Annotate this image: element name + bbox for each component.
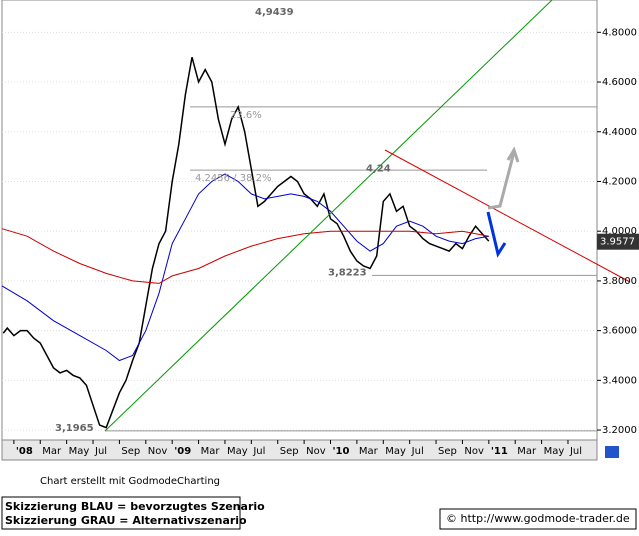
x-tick-label: May: [69, 446, 90, 457]
annotation: 3,1965: [55, 423, 94, 434]
x-tick-label: '09: [174, 446, 191, 457]
icon[interactable]: [605, 446, 619, 458]
x-tick-label: Mar: [517, 446, 537, 457]
note-box: [1, 496, 241, 530]
y-tick-label: 4.4000: [602, 127, 637, 138]
x-tick-label: Sep: [438, 446, 457, 457]
x-tick-label: Nov: [148, 446, 168, 457]
y-tick-label: 3.4000: [602, 375, 637, 386]
x-tick-label: Nov: [306, 446, 326, 457]
gray-arrow: [487, 151, 516, 210]
last-price-label: 3.9577: [600, 237, 635, 248]
x-tick-label: May: [544, 446, 565, 457]
fib-label: 4.2456 / 38.2%: [195, 173, 271, 184]
x-tick-label: '11: [491, 446, 508, 457]
annotation: 4,9439: [255, 7, 294, 18]
price-line: [2, 57, 490, 429]
annotation: 4,24: [366, 164, 391, 175]
y-tick-label: 3.6000: [602, 326, 637, 337]
x-axis-strip: [1, 439, 598, 461]
x-tick-label: '10: [333, 446, 350, 457]
note: Skizzierung BLAU = bevorzugtes Szenario: [5, 500, 265, 513]
x-tick-label: Nov: [464, 446, 484, 457]
blue-arrow: [486, 211, 507, 258]
y-tick-label: 3.2000: [602, 425, 637, 436]
trend-line: [384, 149, 631, 283]
y-tick-label: 4.2000: [602, 176, 637, 187]
x-tick-label: Mar: [42, 446, 62, 457]
x-tick-label: Jul: [569, 446, 582, 457]
y-tick-label: 4.0000: [602, 226, 637, 237]
trend-line: [104, 0, 553, 432]
plot: [1, 31, 597, 432]
x-tick-label: Sep: [121, 446, 140, 457]
x-tick-label: May: [227, 446, 248, 457]
x-tick-label: Jul: [94, 446, 107, 457]
credit: Chart erstellt mit GodmodeCharting: [40, 476, 220, 487]
source-box: [439, 508, 637, 530]
price-line: [1, 173, 489, 362]
gray-arrow-head: [506, 146, 520, 163]
x-tick-label: Jul: [252, 446, 265, 457]
fib-label: 23.6%: [230, 110, 262, 121]
annotation: 3,8223: [328, 267, 367, 278]
x-tick-label: Mar: [359, 446, 379, 457]
x-tick-label: '08: [16, 446, 33, 457]
y-tick-label: 4.8000: [602, 27, 637, 38]
price-line: [1, 228, 489, 284]
x-tick-label: May: [385, 446, 406, 457]
x-tick-label: Jul: [411, 446, 424, 457]
source: © http://www.godmode-trader.de: [446, 512, 630, 525]
x-tick-label: Mar: [201, 446, 221, 457]
note: Skizzierung GRAU = Alternativszenario: [5, 514, 247, 527]
last-price-box: [597, 233, 639, 250]
y-tick-label: 3.8000: [602, 276, 637, 287]
y-tick-label: 4.6000: [602, 77, 637, 88]
x-tick-label: Sep: [280, 446, 299, 457]
